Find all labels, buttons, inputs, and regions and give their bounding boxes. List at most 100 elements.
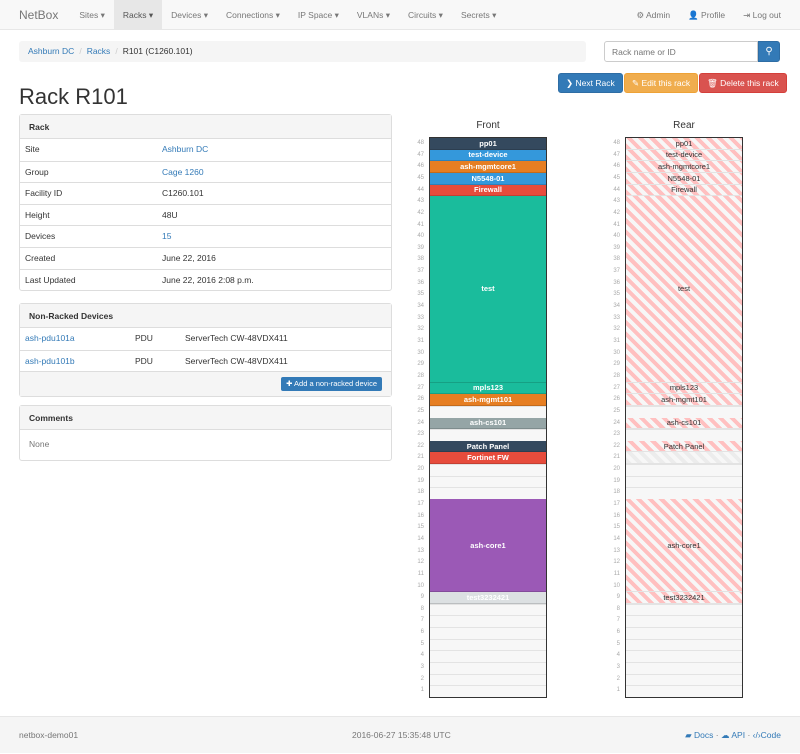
nav-circuits[interactable]: Circuits ▾ [407, 9, 443, 20]
rack-unit[interactable] [430, 475, 546, 488]
rack-unit[interactable] [626, 464, 742, 476]
rack-device[interactable]: N5548-01 [626, 172, 742, 185]
code-link[interactable]: Code [760, 730, 781, 740]
rack-unit[interactable] [626, 673, 742, 686]
unit-number: 16 [417, 512, 424, 519]
rack-device[interactable]: ash-mgmt101 [626, 394, 742, 406]
nav-sites[interactable]: Sites ▾ [79, 9, 105, 20]
nav-ip[interactable]: IP Space ▾ [297, 9, 339, 20]
rack-device[interactable]: Fortinet FW [430, 452, 546, 465]
nav-gear[interactable]: ⚙ Admin [636, 9, 671, 20]
rack-unit[interactable] [626, 405, 742, 418]
unit-number: 39 [417, 244, 424, 251]
rack-unit[interactable] [430, 487, 546, 499]
search-input[interactable] [604, 41, 758, 62]
rack-unit[interactable] [430, 673, 546, 686]
rack-unit[interactable] [626, 627, 742, 639]
unit-number: 19 [613, 477, 620, 484]
nav-user[interactable]: 👤 Profile [688, 9, 726, 20]
rack-unit[interactable] [626, 429, 742, 441]
rack-device[interactable]: Patch Panel [626, 440, 742, 453]
rack-unit[interactable] [626, 615, 742, 627]
rack-unit[interactable] [430, 638, 546, 651]
rack-unit[interactable] [430, 603, 546, 616]
unit-number: 9 [616, 594, 620, 601]
attr-value[interactable]: Cage 1260 [162, 166, 204, 177]
rack-unit[interactable] [626, 638, 742, 651]
rack-device[interactable]: ash-mgmtcore1 [430, 161, 546, 173]
rack-device[interactable]: test [626, 196, 742, 383]
rack-device[interactable]: ash-core1 [626, 499, 742, 593]
nav-vlans[interactable]: VLANs ▾ [356, 9, 390, 20]
rack-unit[interactable] [626, 685, 742, 697]
rack-unit[interactable] [626, 475, 742, 488]
unit-number: 40 [613, 233, 620, 240]
rack-unit[interactable] [626, 487, 742, 499]
next-rack-button[interactable]: ❯ Next Rack [558, 73, 623, 93]
unit-number: 25 [417, 407, 424, 414]
rack-unit[interactable] [430, 429, 546, 441]
rack-unit[interactable] [626, 603, 742, 616]
rack-device[interactable]: pp01 [430, 138, 546, 150]
nav-devices[interactable]: Devices ▾ [171, 9, 209, 20]
rack-unit[interactable] [626, 650, 742, 662]
device-link[interactable]: ash-pdu101a [25, 333, 75, 343]
delete-rack-button[interactable]: 🗑 Delete this rack [699, 73, 787, 93]
rack-device[interactable] [626, 452, 742, 465]
docs-link[interactable]: Docs [694, 730, 714, 740]
rack-device[interactable]: ash-core1 [430, 499, 546, 593]
search-button[interactable]: ⚲ [758, 41, 780, 62]
attr-label: Devices [25, 231, 56, 242]
rack-unit[interactable] [430, 650, 546, 662]
rack-device[interactable]: ash-cs101 [626, 417, 742, 430]
breadcrumb-site[interactable]: Ashburn DC [28, 46, 75, 56]
rack-device[interactable]: mpls123 [430, 382, 546, 395]
attr-value[interactable]: 15 [162, 231, 172, 242]
unit-number: 29 [613, 361, 620, 368]
api-link[interactable]: API [731, 730, 746, 740]
rack-device[interactable]: test3232421 [626, 592, 742, 604]
unit-number: 48 [417, 140, 424, 146]
nav-logout[interactable]: ⇥ Log out [743, 9, 781, 20]
rack-device[interactable]: Patch Panel [430, 440, 546, 453]
attr-value[interactable]: Ashburn DC [162, 144, 209, 154]
page-title: Rack R101 [19, 84, 128, 109]
rack-device[interactable]: Firewall [626, 184, 742, 197]
unit-number: 48 [613, 140, 620, 146]
rack-unit[interactable] [626, 662, 742, 674]
rack-device[interactable]: N5548-01 [430, 172, 546, 185]
rack-device[interactable]: test-device [430, 149, 546, 162]
unit-number: 6 [420, 629, 424, 636]
rack-unit[interactable] [430, 685, 546, 697]
attr-label: Facility ID [25, 188, 63, 199]
rack-unit[interactable] [430, 464, 546, 476]
device-link[interactable]: ash-pdu101b [25, 355, 75, 366]
non-racked-panel: Non-Racked Devices ash-pdu101a PDU ServerT… [19, 303, 392, 398]
rack-unit[interactable] [430, 627, 546, 639]
rack-device[interactable]: ash-mgmtcore1 [626, 161, 742, 173]
breadcrumb-racks[interactable]: Racks [86, 46, 111, 56]
rack-device[interactable]: test-device [626, 149, 742, 162]
breadcrumb-current: R101 (C1260.101) [122, 46, 193, 56]
unit-number: 6 [616, 629, 620, 636]
rack-rear: 1 2 3 4 5 6 7 8 9 10 11 12 13 14 15 16 17 18 19 20 21 22 23 24 2… [613, 137, 743, 698]
rack-device[interactable]: test3232421 [430, 592, 546, 604]
add-non-racked-device-button[interactable]: ✚ Add a non-racked device [281, 377, 382, 392]
unit-number: 15 [417, 524, 424, 531]
rack-unit[interactable] [430, 662, 546, 674]
footer-time: 2016-06-27 15:35:48 UTC [352, 730, 451, 740]
edit-rack-button[interactable]: ✎ Edit this rack [624, 73, 699, 93]
attr-label: Site [25, 144, 40, 154]
nav-connections[interactable]: Connections ▾ [226, 9, 280, 20]
rack-unit[interactable] [430, 405, 546, 418]
brand-logo[interactable]: NetBox [19, 7, 59, 22]
rack-device[interactable]: pp01 [626, 138, 742, 150]
nav-secrets[interactable]: Secrets ▾ [460, 9, 497, 20]
rack-device[interactable]: ash-cs101 [430, 417, 546, 430]
nav-racks[interactable]: Racks ▾ [113, 0, 163, 30]
rack-device[interactable]: mpls123 [626, 382, 742, 395]
rack-unit[interactable] [430, 615, 546, 627]
rack-device[interactable]: Firewall [430, 184, 546, 197]
rack-device[interactable]: ash-mgmt101 [430, 394, 546, 406]
rack-device[interactable]: test [430, 196, 546, 383]
